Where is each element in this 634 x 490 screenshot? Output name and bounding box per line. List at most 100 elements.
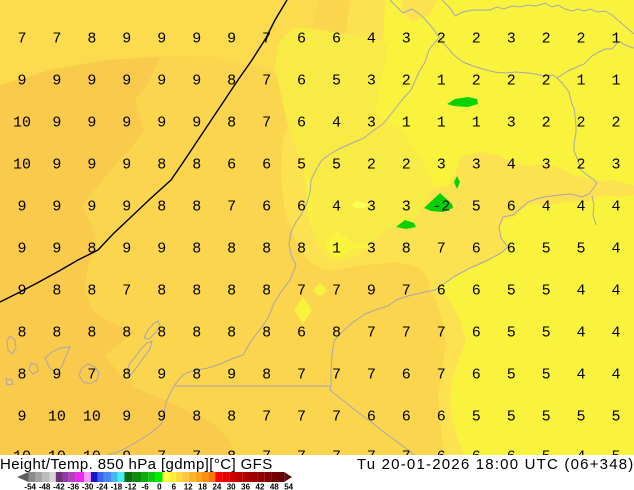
svg-text:7: 7: [157, 449, 166, 466]
svg-text:7: 7: [297, 283, 306, 300]
svg-text:5: 5: [611, 409, 620, 426]
svg-text:9: 9: [52, 157, 61, 174]
svg-text:0: 0: [157, 483, 162, 490]
svg-text:4: 4: [542, 199, 551, 216]
svg-text:5: 5: [507, 409, 516, 426]
svg-text:6: 6: [297, 115, 306, 132]
svg-text:-30: -30: [82, 483, 94, 490]
svg-text:4: 4: [576, 449, 585, 466]
svg-text:9: 9: [17, 283, 26, 300]
svg-text:7: 7: [52, 31, 61, 48]
svg-text:5: 5: [297, 157, 306, 174]
svg-text:2: 2: [437, 31, 446, 48]
svg-text:-42: -42: [53, 483, 65, 490]
svg-text:8: 8: [52, 325, 61, 342]
svg-text:1: 1: [576, 73, 585, 90]
svg-text:54: 54: [284, 483, 293, 490]
svg-text:7: 7: [402, 325, 411, 342]
svg-text:8: 8: [227, 449, 236, 466]
svg-text:1: 1: [437, 73, 446, 90]
svg-text:6: 6: [437, 283, 446, 300]
svg-text:8: 8: [87, 241, 96, 258]
svg-text:7: 7: [332, 409, 341, 426]
svg-text:8: 8: [52, 283, 61, 300]
svg-text:1: 1: [472, 115, 481, 132]
svg-text:9: 9: [52, 367, 61, 384]
svg-text:8: 8: [87, 325, 96, 342]
svg-text:9: 9: [17, 241, 26, 258]
svg-text:2: 2: [542, 73, 551, 90]
svg-text:6: 6: [227, 157, 236, 174]
svg-text:7: 7: [367, 367, 376, 384]
svg-text:9: 9: [122, 241, 131, 258]
svg-text:8: 8: [192, 367, 201, 384]
svg-text:6: 6: [297, 31, 306, 48]
svg-text:48: 48: [270, 483, 279, 490]
svg-text:3: 3: [437, 157, 446, 174]
svg-text:4: 4: [332, 115, 341, 132]
svg-text:7: 7: [332, 449, 341, 466]
svg-text:7: 7: [332, 367, 341, 384]
svg-text:8: 8: [262, 367, 271, 384]
svg-text:7: 7: [402, 449, 411, 466]
svg-text:7: 7: [437, 325, 446, 342]
svg-text:-12: -12: [125, 483, 137, 490]
svg-text:9: 9: [17, 73, 26, 90]
svg-text:8: 8: [227, 241, 236, 258]
svg-text:8: 8: [227, 325, 236, 342]
svg-text:7: 7: [262, 31, 271, 48]
svg-text:2: 2: [576, 31, 585, 48]
svg-text:6: 6: [297, 325, 306, 342]
svg-text:-2: -2: [432, 199, 450, 216]
svg-text:3: 3: [472, 157, 481, 174]
svg-text:24: 24: [212, 483, 221, 490]
svg-text:5: 5: [542, 367, 551, 384]
svg-text:7: 7: [192, 449, 201, 466]
svg-text:6: 6: [507, 241, 516, 258]
svg-text:8: 8: [227, 73, 236, 90]
svg-text:10: 10: [13, 115, 31, 132]
svg-text:36: 36: [241, 483, 250, 490]
svg-text:1: 1: [332, 241, 341, 258]
svg-text:1: 1: [437, 115, 446, 132]
svg-text:8: 8: [157, 283, 166, 300]
svg-text:-36: -36: [68, 483, 80, 490]
svg-text:9: 9: [122, 449, 131, 466]
svg-text:7: 7: [367, 449, 376, 466]
svg-text:7: 7: [87, 367, 96, 384]
svg-text:8: 8: [17, 367, 26, 384]
svg-text:7: 7: [227, 199, 236, 216]
svg-text:7: 7: [122, 283, 131, 300]
svg-text:8: 8: [192, 157, 201, 174]
svg-text:3: 3: [367, 199, 376, 216]
svg-text:9: 9: [192, 73, 201, 90]
svg-text:2: 2: [576, 157, 585, 174]
svg-text:7: 7: [262, 449, 271, 466]
svg-text:5: 5: [542, 283, 551, 300]
svg-text:2: 2: [472, 31, 481, 48]
svg-text:6: 6: [437, 449, 446, 466]
svg-text:-54: -54: [24, 483, 36, 490]
svg-text:6: 6: [402, 409, 411, 426]
svg-text:8: 8: [227, 115, 236, 132]
svg-text:8: 8: [17, 325, 26, 342]
svg-text:3: 3: [367, 241, 376, 258]
svg-text:8: 8: [192, 409, 201, 426]
svg-text:9: 9: [227, 367, 236, 384]
svg-text:9: 9: [87, 157, 96, 174]
svg-text:7: 7: [367, 325, 376, 342]
svg-text:9: 9: [157, 241, 166, 258]
svg-text:9: 9: [122, 73, 131, 90]
svg-text:9: 9: [17, 409, 26, 426]
svg-text:6: 6: [402, 367, 411, 384]
svg-text:6: 6: [297, 199, 306, 216]
svg-text:4: 4: [611, 199, 620, 216]
svg-text:6: 6: [332, 31, 341, 48]
svg-text:8: 8: [192, 283, 201, 300]
svg-text:18: 18: [198, 483, 207, 490]
svg-text:6: 6: [297, 73, 306, 90]
svg-text:5: 5: [472, 199, 481, 216]
svg-text:5: 5: [576, 241, 585, 258]
svg-text:10: 10: [13, 157, 31, 174]
svg-text:2: 2: [402, 157, 411, 174]
